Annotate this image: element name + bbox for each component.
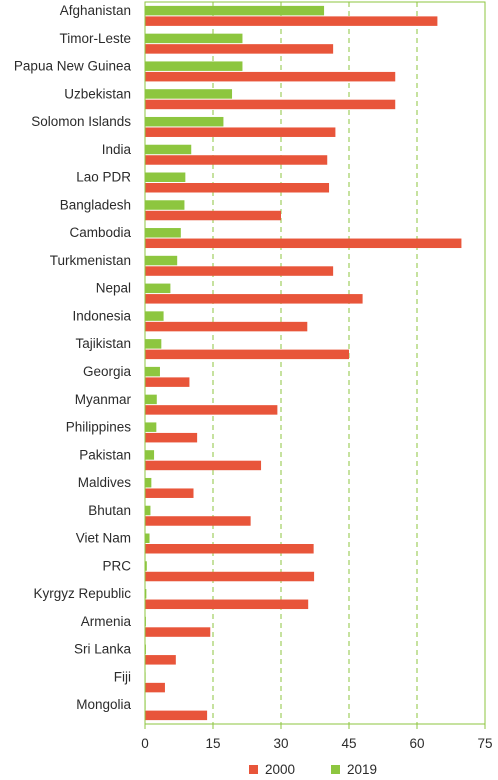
bar-2000-6 <box>145 183 330 193</box>
category-label-16: Pakistan <box>79 447 131 462</box>
category-label-22: Armenia <box>81 614 132 629</box>
x-tick-label-0: 0 <box>141 736 149 751</box>
bar-2000-24 <box>145 682 165 693</box>
bar-2019-2 <box>145 61 243 71</box>
bar-2000-7 <box>145 210 281 221</box>
bar-2019-9 <box>145 255 178 266</box>
bar-2019-13 <box>145 366 160 377</box>
bar-2019-14 <box>145 394 157 405</box>
category-label-20: PRC <box>102 558 131 573</box>
bar-2019-17 <box>145 477 152 488</box>
x-tick-labels: 0 15 30 45 60 75 <box>141 736 492 751</box>
category-label-0: Afghanistan <box>60 3 131 18</box>
bar-2019-15 <box>145 422 157 432</box>
bar-2019-3 <box>145 89 233 99</box>
bar-2000-20 <box>145 571 315 582</box>
grid-layer <box>212 2 418 724</box>
bar-2000-17 <box>145 488 194 498</box>
legend-swatch-2000 <box>249 765 258 774</box>
axes-layer <box>144 1 486 729</box>
bar-2000-16 <box>145 460 262 471</box>
x-tick-label-15: 15 <box>205 736 220 751</box>
category-label-5: India <box>102 142 132 157</box>
bar-2000-4 <box>145 127 336 137</box>
bar-2000-18 <box>145 516 251 526</box>
legend-label-2000: 2000 <box>265 762 295 777</box>
bar-2019-1 <box>145 33 243 44</box>
category-label-24: Fiji <box>114 669 131 684</box>
bar-2000-25 <box>145 710 208 721</box>
x-tick-label-45: 45 <box>341 736 356 751</box>
category-label-17: Maldives <box>78 475 132 490</box>
category-label-18: Bhutan <box>88 503 131 518</box>
category-label-23: Sri Lanka <box>74 642 132 657</box>
legend-label-2019: 2019 <box>347 762 377 777</box>
bar-2000-8 <box>145 238 462 249</box>
category-label-25: Mongolia <box>76 697 131 712</box>
bar-2019-16 <box>145 450 155 460</box>
bar-2000-5 <box>145 155 328 165</box>
bar-2019-8 <box>145 228 181 238</box>
bar-2000-11 <box>145 321 308 332</box>
bar-2000-15 <box>145 432 198 443</box>
legend-swatch-2019 <box>331 765 340 774</box>
bar-2019-12 <box>145 339 162 349</box>
category-label-10: Nepal <box>96 281 131 296</box>
bar-2000-12 <box>145 349 349 360</box>
category-label-19: Viet Nam <box>76 531 131 546</box>
category-label-6: Lao PDR <box>76 170 131 185</box>
bar-2000-21 <box>145 599 309 610</box>
category-label-21: Kyrgyz Republic <box>33 586 131 601</box>
category-label-9: Turkmenistan <box>50 253 131 268</box>
bar-2019-11 <box>145 311 164 321</box>
bar-2019-19 <box>145 533 150 543</box>
x-tick-label-30: 30 <box>273 736 288 751</box>
category-label-13: Georgia <box>83 364 132 379</box>
bar-2019-6 <box>145 172 186 182</box>
bar-2000-14 <box>145 405 278 415</box>
bar-2019-20 <box>145 561 147 571</box>
category-label-15: Philippines <box>66 420 132 435</box>
bar-2000-3 <box>145 99 396 110</box>
plot-frame <box>144 1 486 725</box>
bar-2000-23 <box>145 655 176 665</box>
category-labels: Afghanistan Timor-Leste Papua New Guinea Uz… <box>14 3 132 712</box>
x-tick-label-60: 60 <box>409 736 424 751</box>
category-label-7: Bangladesh <box>60 197 131 212</box>
category-label-4: Solomon Islands <box>31 114 131 129</box>
bar-2000-2 <box>145 71 396 82</box>
bar-2019-10 <box>145 283 171 294</box>
bar-2000-10 <box>145 294 363 304</box>
category-label-1: Timor-Leste <box>59 31 131 46</box>
bar-2000-22 <box>145 627 211 637</box>
bar-2019-21 <box>145 589 147 599</box>
bar-2000-13 <box>145 377 190 387</box>
category-label-3: Uzbekistan <box>64 86 131 101</box>
category-label-2: Papua New Guinea <box>14 59 132 74</box>
category-label-8: Cambodia <box>69 225 131 240</box>
legend: 2000 2019 <box>249 762 377 777</box>
category-label-11: Indonesia <box>72 308 131 323</box>
bar-2019-5 <box>145 144 192 155</box>
bar-2019-7 <box>145 200 185 210</box>
bars-layer <box>145 5 462 721</box>
bar-2019-0 <box>145 5 325 16</box>
bar-2000-19 <box>145 544 314 554</box>
bar-2019-18 <box>145 505 151 516</box>
bar-2019-4 <box>145 116 224 127</box>
category-label-12: Tajikistan <box>75 336 131 351</box>
x-tick-label-75: 75 <box>477 736 492 751</box>
bar-2000-9 <box>145 266 334 276</box>
bar-2000-0 <box>145 16 438 26</box>
bar-2000-1 <box>145 44 334 54</box>
category-label-14: Myanmar <box>75 392 132 407</box>
